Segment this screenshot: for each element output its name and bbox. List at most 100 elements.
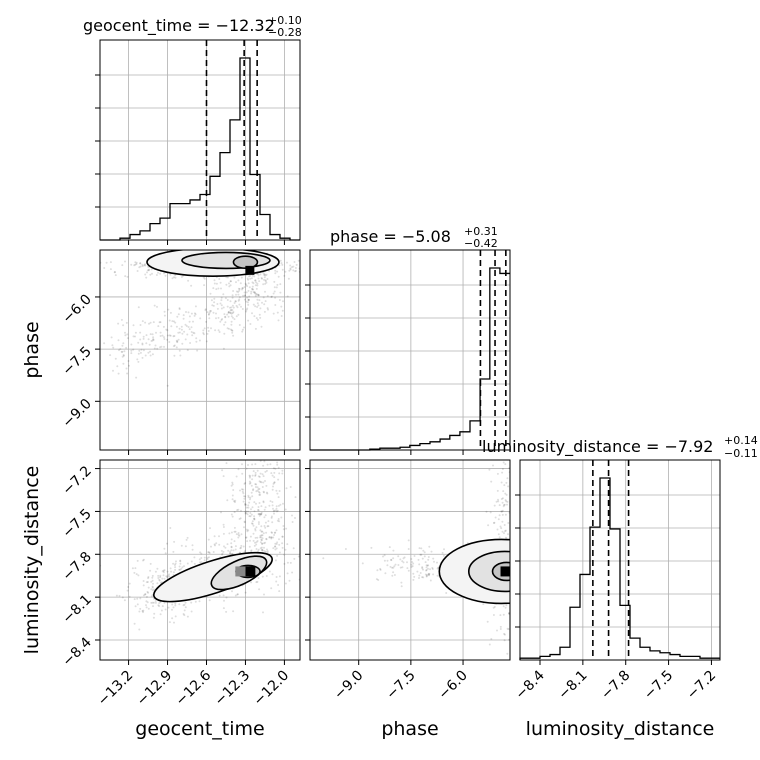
sample-point — [297, 555, 300, 558]
sample-point — [203, 277, 206, 280]
tick-label-x: −7.2 — [684, 668, 719, 703]
sample-point — [142, 558, 145, 561]
sample-point — [110, 336, 113, 339]
sample-point — [487, 524, 490, 527]
sample-point — [275, 286, 278, 289]
sample-point — [136, 358, 139, 361]
sample-point — [283, 274, 286, 277]
sample-point — [245, 308, 248, 311]
sample-point — [174, 562, 177, 565]
sample-point — [147, 607, 150, 610]
sample-point — [260, 277, 263, 279]
sample-point — [497, 498, 499, 501]
sample-point — [270, 296, 273, 298]
sample-point — [262, 464, 265, 467]
sample-point — [253, 315, 256, 318]
sample-point — [495, 500, 498, 503]
tick-label-y: −9.0 — [59, 396, 94, 431]
sample-point — [218, 331, 221, 333]
sample-point — [171, 603, 174, 606]
sample-point — [172, 562, 175, 565]
sample-point — [170, 325, 173, 328]
sample-point — [124, 331, 126, 334]
sample-point — [231, 331, 234, 334]
sample-point — [186, 333, 189, 336]
sample-point — [187, 311, 190, 314]
density-peak — [245, 265, 255, 275]
sample-point — [432, 573, 435, 576]
sample-point — [502, 461, 505, 464]
sample-point — [276, 554, 279, 557]
sample-point — [171, 320, 174, 323]
sample-point — [163, 338, 166, 340]
sample-point — [230, 545, 233, 548]
sample-point — [274, 269, 277, 272]
sample-point — [205, 340, 208, 343]
sample-point — [177, 313, 180, 316]
sample-point — [278, 543, 281, 546]
sample-point — [231, 590, 233, 593]
sample-point — [218, 535, 220, 538]
sample-point — [176, 341, 179, 344]
sample-point — [263, 542, 265, 545]
sample-point — [427, 556, 430, 558]
sample-point — [178, 331, 181, 334]
sample-point — [248, 295, 251, 298]
sample-point — [276, 463, 279, 466]
sample-point — [263, 525, 266, 527]
sample-point — [443, 548, 445, 551]
sample-point — [133, 264, 136, 267]
sample-point — [386, 559, 389, 562]
sample-point — [247, 464, 249, 466]
sample-point — [257, 521, 260, 524]
sample-point — [222, 550, 225, 553]
sample-point — [232, 489, 235, 491]
sample-point — [492, 522, 495, 524]
panel-frame — [309, 459, 511, 661]
sample-point — [255, 548, 258, 550]
sample-point — [436, 567, 439, 570]
sample-point — [193, 312, 196, 315]
sample-point — [136, 270, 139, 272]
sample-point — [139, 607, 142, 610]
sample-point — [257, 274, 260, 277]
sample-point — [263, 303, 266, 306]
sample-point — [222, 607, 225, 610]
sample-point — [427, 564, 430, 567]
sample-point — [230, 549, 233, 552]
sample-point — [441, 551, 444, 554]
sample-point — [266, 307, 269, 310]
sample-point — [141, 610, 144, 612]
sample-point — [407, 539, 410, 542]
sample-point — [504, 530, 506, 533]
sample-point — [149, 321, 152, 324]
sample-point — [215, 288, 218, 291]
sample-point — [218, 543, 221, 546]
sample-point — [257, 277, 260, 280]
sample-point — [151, 272, 153, 275]
sample-point — [236, 306, 239, 309]
sample-point — [263, 460, 266, 463]
sample-point — [219, 320, 222, 323]
sample-point — [178, 603, 181, 606]
sample-point — [166, 329, 169, 332]
sample-point — [178, 308, 181, 311]
tick-label-x: −8.1 — [555, 668, 590, 703]
sample-point — [432, 557, 435, 560]
sample-point — [184, 545, 187, 548]
sample-point — [118, 349, 120, 352]
sample-point — [505, 493, 508, 496]
sample-point — [278, 299, 281, 301]
tick-label-y: −7.2 — [59, 463, 94, 498]
sample-point — [261, 549, 264, 552]
sample-point — [130, 263, 133, 266]
sample-point — [123, 350, 126, 353]
sample-point — [493, 521, 496, 524]
sample-point — [275, 580, 278, 583]
sample-point — [260, 325, 263, 328]
sample-point — [280, 262, 283, 265]
sample-point — [229, 280, 232, 283]
sample-point — [159, 581, 162, 584]
sample-point — [231, 481, 234, 484]
sample-point — [244, 510, 247, 513]
